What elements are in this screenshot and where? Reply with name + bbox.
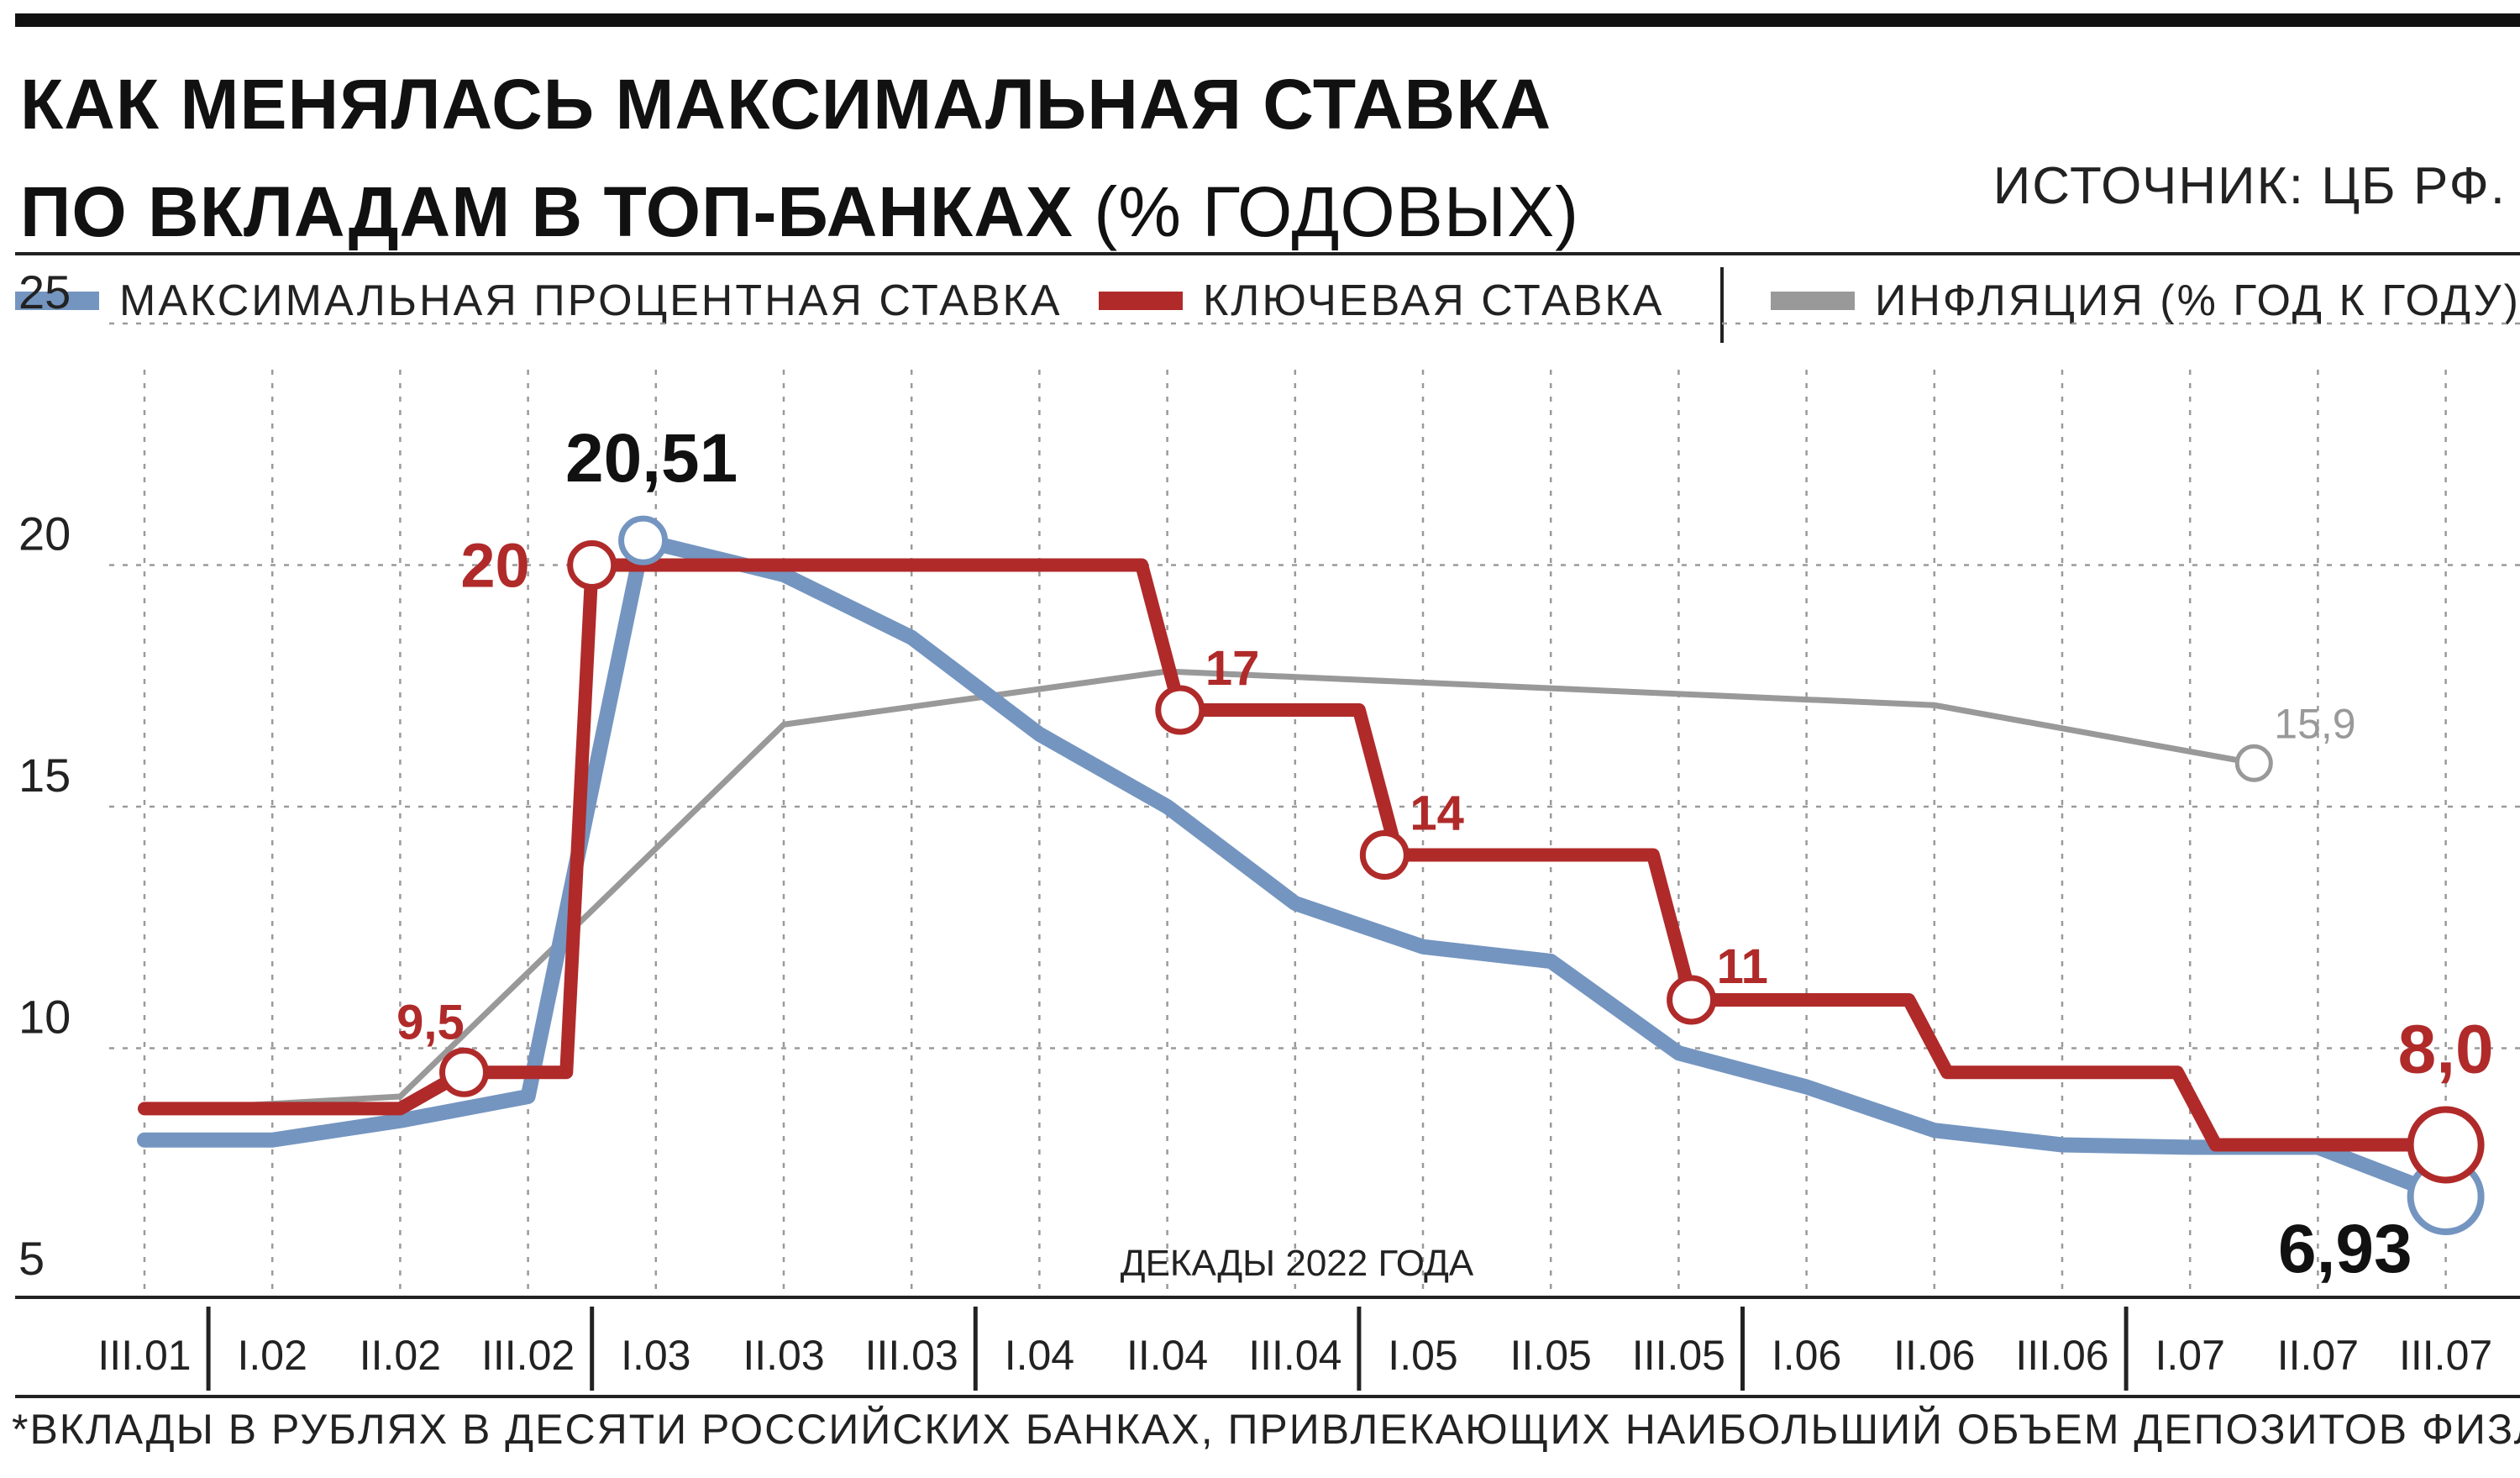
data-label: 11: [1717, 939, 1768, 994]
series-line-inflation: [141, 668, 2257, 1114]
data-label: 6,93: [2278, 1211, 2412, 1287]
title-line-1: КАК МЕНЯЛАСЬ МАКСИМАЛЬНАЯ СТАВКА: [20, 65, 1552, 144]
x-tick-label: III.07: [2399, 1332, 2492, 1379]
x-tick-label: III.02: [481, 1332, 575, 1379]
data-label: 17: [1205, 641, 1260, 696]
legend-label-max-rate: МАКСИМАЛЬНАЯ ПРОЦЕНТНАЯ СТАВКА: [119, 276, 1063, 325]
data-label: 9,5: [396, 995, 465, 1049]
x-tick-label: I.04: [1005, 1332, 1074, 1379]
legend-swatch-max-rate: [15, 292, 99, 310]
y-tick-label: 20: [18, 508, 71, 560]
y-tick-label: 10: [18, 991, 71, 1044]
legend-item-max-rate: МАКСИМАЛЬНАЯ ПРОЦЕНТНАЯ СТАВКА: [15, 267, 1063, 334]
title-line-2-bold: ПО ВКЛАДАМ В ТОП-БАНКАХ: [20, 172, 1074, 251]
data-label: 8,0: [2398, 1012, 2494, 1088]
data-label: 20: [460, 531, 529, 601]
x-tick-label: III.06: [2015, 1332, 2108, 1379]
x-tick-label: I.07: [2155, 1332, 2224, 1379]
x-tick-label: II.04: [1126, 1332, 1208, 1379]
x-tick-label: II.07: [2277, 1332, 2359, 1379]
series-marker: [1359, 830, 1410, 880]
series-marker: [2234, 744, 2273, 782]
y-tick-label: 15: [18, 749, 71, 802]
chart-legend: МАКСИМАЛЬНАЯ ПРОЦЕНТНАЯ СТАВКА КЛЮЧЕВАЯ …: [15, 267, 2520, 343]
series-line-max-rate: [137, 533, 2454, 1205]
top-rule: [15, 13, 2520, 27]
series-line-key-rate: [138, 558, 2453, 1152]
chart-title: КАК МЕНЯЛАСЬ МАКСИМАЛЬНАЯ СТАВКА ПО ВКЛА…: [20, 50, 1579, 266]
series-marker: [618, 515, 669, 565]
legend-top-rule: [15, 252, 2520, 255]
x-axis-title: ДЕКАДЫ 2022 ГОДА: [1121, 1243, 1474, 1284]
legend-swatch-inflation: [1771, 292, 1855, 310]
legend-swatch-key-rate: [1099, 292, 1183, 310]
title-line-2-light: (% ГОДОВЫХ): [1094, 172, 1580, 251]
legend-item-key-rate: КЛЮЧЕВАЯ СТАВКА: [1099, 267, 1664, 334]
footnote: *ВКЛАДЫ В РУБЛЯХ В ДЕСЯТИ РОССИЙСКИХ БАН…: [12, 1406, 2520, 1453]
y-tick-label: 25: [18, 266, 71, 318]
x-tick-label: I.06: [1772, 1332, 1841, 1379]
x-tick-label: I.02: [237, 1332, 307, 1379]
data-label: 15,9: [2274, 700, 2355, 747]
legend-item-inflation: ИНФЛЯЦИЯ (% ГОД К ГОДУ): [1771, 267, 2520, 334]
series-marker: [567, 540, 617, 590]
y-tick-label: 5: [18, 1232, 45, 1285]
data-label: 20,51: [565, 420, 738, 497]
x-tick-label: III.04: [1248, 1332, 1341, 1379]
series-marker: [1667, 975, 1717, 1025]
x-tick-label: I.03: [621, 1332, 690, 1379]
x-tick-label: III.05: [1632, 1332, 1725, 1379]
data-label: 14: [1410, 786, 1464, 841]
x-tick-label: II.05: [1510, 1332, 1592, 1379]
x-tick-label: II.03: [743, 1332, 824, 1379]
x-tick-label: III.01: [97, 1332, 191, 1379]
series-marker: [439, 1047, 489, 1097]
legend-label-inflation: ИНФЛЯЦИЯ (% ГОД К ГОДУ): [1875, 276, 2520, 325]
x-tick-label: I.05: [1388, 1332, 1457, 1379]
legend-label-key-rate: КЛЮЧЕВАЯ СТАВКА: [1203, 276, 1665, 325]
series-marker: [1155, 685, 1205, 735]
source-note: ИСТОЧНИК: ЦБ РФ.: [1992, 157, 2507, 215]
x-tick-label: II.06: [1893, 1332, 1975, 1379]
title-line-2: ПО ВКЛАДАМ В ТОП-БАНКАХ (% ГОДОВЫХ): [20, 158, 1579, 266]
series-marker: [2407, 1106, 2485, 1184]
x-tick-label: II.02: [360, 1332, 441, 1379]
x-tick-label: III.03: [865, 1332, 958, 1379]
legend-separator: [1720, 267, 1724, 343]
